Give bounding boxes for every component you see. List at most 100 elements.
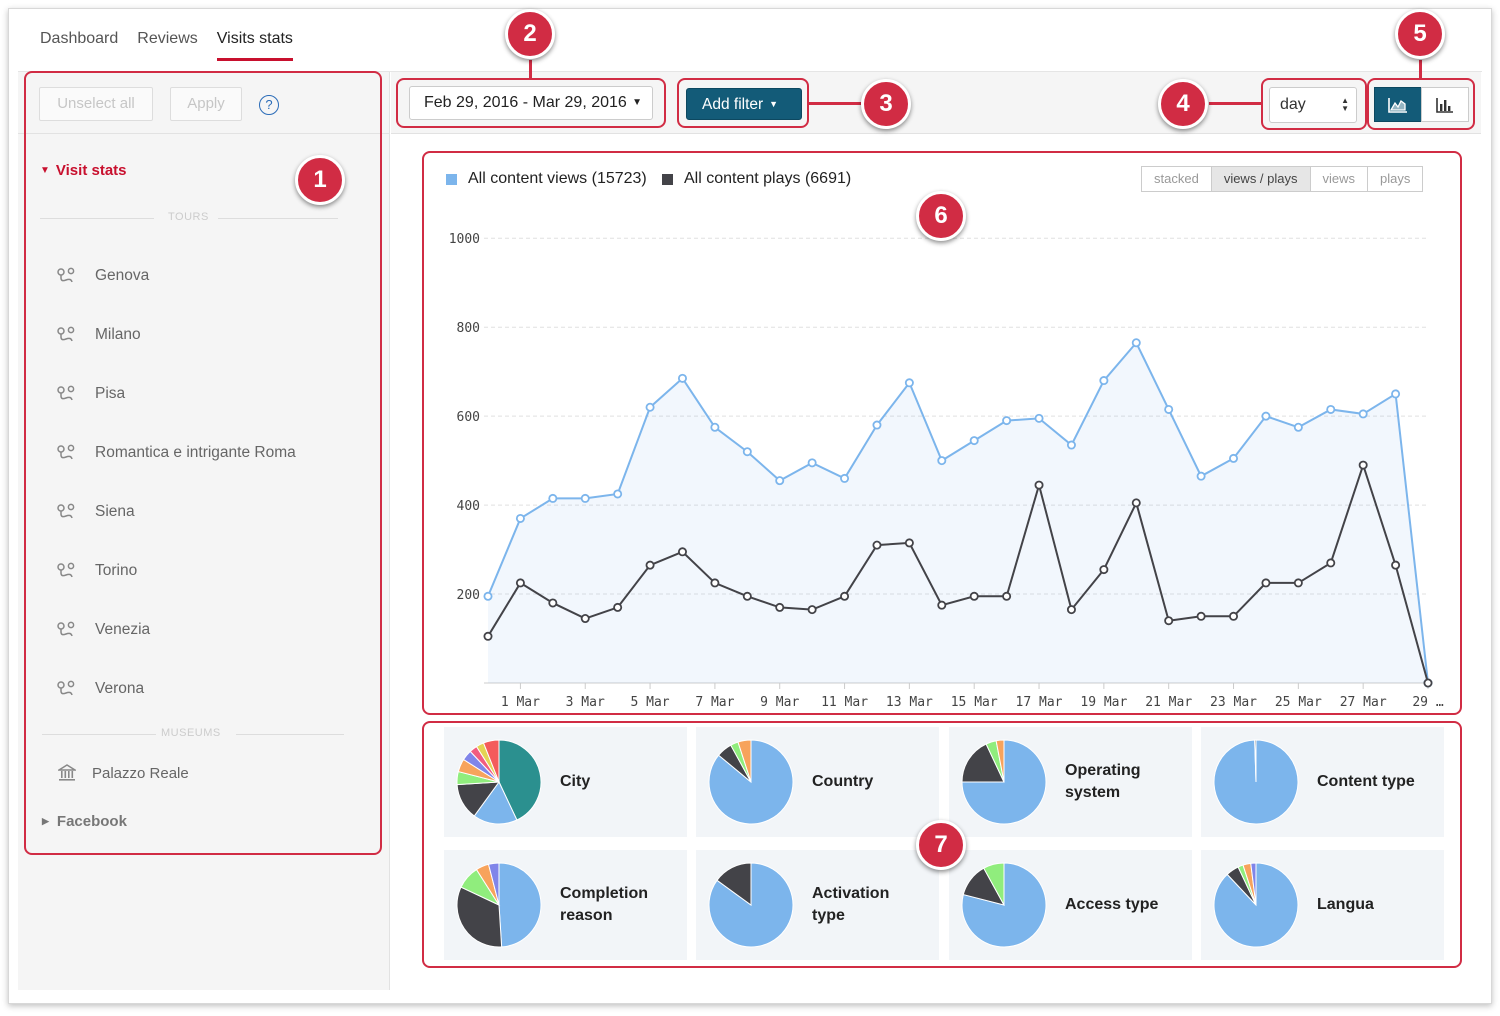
data-point[interactable] xyxy=(1358,409,1368,419)
sidebar-item-tour[interactable]: Romantica e intrigante Roma xyxy=(56,444,296,462)
data-point[interactable] xyxy=(1326,558,1336,568)
data-point[interactable] xyxy=(742,591,752,601)
data-point[interactable] xyxy=(872,420,882,430)
unselect-all-button[interactable]: Unselect all xyxy=(39,87,153,121)
sidebar-item-tour[interactable]: Verona xyxy=(56,680,144,698)
data-point[interactable] xyxy=(515,513,525,523)
pie-card[interactable]: Content type xyxy=(1201,727,1444,837)
data-point[interactable] xyxy=(613,602,623,612)
tab-dashboard[interactable]: Dashboard xyxy=(40,30,119,47)
granularity-select[interactable]: day ▲ ▼ xyxy=(1269,87,1357,123)
data-point[interactable] xyxy=(1229,611,1239,621)
pie-slice[interactable] xyxy=(737,739,752,783)
pie-slice[interactable] xyxy=(983,862,1005,906)
data-point[interactable] xyxy=(1229,453,1239,463)
pie-slice[interactable] xyxy=(1250,862,1257,906)
pie-slice[interactable] xyxy=(995,739,1005,783)
data-point[interactable] xyxy=(515,578,525,588)
sidebar-item-tour[interactable]: Siena xyxy=(56,503,135,521)
tab-reviews[interactable]: Reviews xyxy=(137,30,198,47)
data-point[interactable] xyxy=(1326,404,1336,414)
data-point[interactable] xyxy=(1196,611,1206,621)
data-point[interactable] xyxy=(710,578,720,588)
mode-plays-button[interactable]: plays xyxy=(1367,166,1424,192)
pie-slice[interactable] xyxy=(473,781,518,825)
data-point[interactable] xyxy=(1164,404,1174,414)
mode-stacked-button[interactable]: stacked xyxy=(1141,166,1212,192)
data-point[interactable] xyxy=(645,402,655,412)
pie-slice[interactable] xyxy=(961,743,1005,783)
data-point[interactable] xyxy=(483,591,493,601)
data-point[interactable] xyxy=(580,614,590,624)
data-point[interactable] xyxy=(548,493,558,503)
data-point[interactable] xyxy=(1002,416,1012,426)
mode-views-plays-button[interactable]: views / plays xyxy=(1210,166,1311,192)
data-point[interactable] xyxy=(807,605,817,615)
pie-card[interactable]: Langua xyxy=(1201,850,1444,960)
data-point[interactable] xyxy=(872,540,882,550)
bar-chart-view-button[interactable] xyxy=(1421,87,1469,122)
data-point[interactable] xyxy=(548,598,558,608)
sidebar-item-palazzo-reale[interactable]: Palazzo Reale xyxy=(58,764,189,782)
pie-slice[interactable] xyxy=(456,886,503,948)
add-filter-button[interactable]: Add filter ▼ xyxy=(686,88,802,120)
data-point[interactable] xyxy=(937,456,947,466)
mode-views-button[interactable]: views xyxy=(1309,166,1369,192)
visit-stats-section[interactable]: ▼ Visit stats xyxy=(40,162,127,179)
sidebar-item-tour[interactable]: Pisa xyxy=(56,385,125,403)
data-point[interactable] xyxy=(1293,578,1303,588)
data-point[interactable] xyxy=(969,436,979,446)
sidebar-item-tour[interactable]: Milano xyxy=(56,326,141,344)
legend-item-plays[interactable]: All content plays (6691) xyxy=(662,170,851,188)
pie-slice[interactable] xyxy=(482,739,500,783)
pie-card[interactable]: Country xyxy=(696,727,939,837)
data-point[interactable] xyxy=(1164,616,1174,626)
area-chart-view-button[interactable] xyxy=(1374,87,1422,122)
data-point[interactable] xyxy=(1131,338,1141,348)
data-point[interactable] xyxy=(969,591,979,601)
data-point[interactable] xyxy=(677,547,687,557)
data-point[interactable] xyxy=(1423,678,1433,688)
data-point[interactable] xyxy=(1002,591,1012,601)
data-point[interactable] xyxy=(904,378,914,388)
data-point[interactable] xyxy=(1034,413,1044,423)
pie-slice[interactable] xyxy=(1254,739,1257,783)
data-point[interactable] xyxy=(742,447,752,457)
pie-card[interactable]: City xyxy=(444,727,687,837)
data-point[interactable] xyxy=(677,373,687,383)
pie-card[interactable]: Operating system xyxy=(949,727,1192,837)
data-point[interactable] xyxy=(1099,376,1109,386)
data-point[interactable] xyxy=(1099,565,1109,575)
data-point[interactable] xyxy=(1293,422,1303,432)
apply-button[interactable]: Apply xyxy=(170,87,242,121)
data-point[interactable] xyxy=(807,458,817,468)
tab-visits-stats[interactable]: Visits stats xyxy=(216,30,293,61)
data-point[interactable] xyxy=(840,591,850,601)
pie-slice[interactable] xyxy=(716,862,752,906)
help-icon[interactable]: ? xyxy=(259,95,279,115)
data-point[interactable] xyxy=(1034,480,1044,490)
pie-slice[interactable] xyxy=(487,862,500,906)
pie-card[interactable]: Completion reason xyxy=(444,850,687,960)
data-point[interactable] xyxy=(645,560,655,570)
sidebar-item-tour[interactable]: Genova xyxy=(56,267,149,285)
data-point[interactable] xyxy=(483,631,493,641)
facebook-section[interactable]: ▶ Facebook xyxy=(42,813,127,830)
data-point[interactable] xyxy=(1196,471,1206,481)
data-point[interactable] xyxy=(904,538,914,548)
data-point[interactable] xyxy=(580,493,590,503)
data-point[interactable] xyxy=(1391,560,1401,570)
pie-card[interactable]: Activation type xyxy=(696,850,939,960)
data-point[interactable] xyxy=(840,473,850,483)
data-point[interactable] xyxy=(1066,605,1076,615)
data-point[interactable] xyxy=(775,602,785,612)
date-range-picker[interactable]: Feb 29, 2016 - Mar 29, 2016 ▼ xyxy=(409,86,653,120)
data-point[interactable] xyxy=(1261,411,1271,421)
pie-slice[interactable] xyxy=(498,739,542,821)
pie-slice[interactable] xyxy=(961,862,1047,948)
sidebar-item-tour[interactable]: Torino xyxy=(56,562,137,580)
pie-slice[interactable] xyxy=(961,739,1047,825)
data-point[interactable] xyxy=(1358,460,1368,470)
pie-slice[interactable] xyxy=(498,862,542,948)
legend-item-views[interactable]: All content views (15723) xyxy=(446,170,647,188)
